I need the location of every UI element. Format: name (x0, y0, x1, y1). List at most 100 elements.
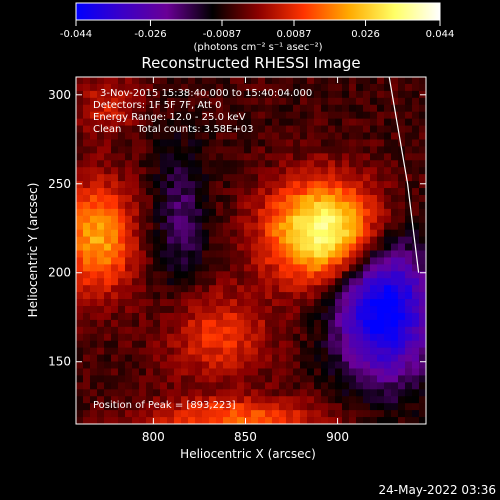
heatmap-cell (370, 299, 378, 307)
heatmap-cell (293, 306, 301, 314)
heatmap-cell (188, 375, 196, 383)
heatmap-cell (307, 243, 315, 251)
heatmap-cell (419, 243, 426, 251)
heatmap-cell (97, 77, 105, 85)
heatmap-cell (300, 264, 308, 272)
heatmap-cell (363, 306, 371, 314)
heatmap-cell (370, 340, 378, 348)
heatmap-cell (349, 410, 357, 418)
heatmap-cell (363, 347, 371, 355)
heatmap-cell (118, 299, 126, 307)
heatmap-cell (125, 90, 133, 99)
heatmap-cell (272, 215, 280, 224)
heatmap-cell (356, 188, 364, 196)
heatmap-cell (153, 215, 161, 224)
heatmap-cell (342, 208, 350, 217)
heatmap-cell (237, 90, 245, 99)
heatmap-cell (237, 340, 245, 348)
heatmap-cell (328, 146, 336, 154)
heatmap-cell (272, 125, 280, 133)
heatmap-cell (97, 285, 105, 293)
heatmap-cell (202, 278, 210, 286)
heatmap-cell (97, 354, 105, 362)
heatmap-cell (293, 83, 301, 92)
heatmap-cell (181, 312, 189, 321)
heatmap-cell (202, 229, 210, 237)
heatmap-cell (272, 160, 280, 168)
heatmap-cell (412, 285, 420, 293)
heatmap-cell (132, 125, 140, 133)
heatmap-cell (230, 236, 238, 244)
heatmap-cell (97, 181, 105, 189)
heatmap-cell (251, 278, 259, 286)
heatmap-cell (188, 181, 196, 189)
heatmap-cell (405, 312, 413, 321)
heatmap-cell (76, 319, 84, 328)
heatmap-cell (342, 77, 350, 85)
heatmap-cell (153, 174, 161, 182)
heatmap-cell (125, 97, 133, 106)
heatmap-cell (286, 167, 294, 175)
heatmap-cell (118, 278, 126, 286)
heatmap-cell (223, 201, 231, 210)
heatmap-cell (237, 104, 245, 112)
heatmap-cell (377, 278, 385, 286)
heatmap-cell (272, 139, 280, 147)
heatmap-cell (328, 250, 336, 258)
heatmap-cell (111, 396, 119, 404)
heatmap-cell (363, 375, 371, 383)
heatmap-cell (76, 340, 84, 348)
heatmap-cell (258, 264, 266, 272)
heatmap-cell (342, 104, 350, 112)
heatmap-cell (174, 326, 182, 335)
heatmap-cell (300, 326, 308, 335)
heatmap-cell (160, 410, 168, 418)
heatmap-cell (384, 90, 392, 99)
heatmap-cell (328, 403, 336, 411)
heatmap-cell (237, 278, 245, 286)
heatmap-cell (342, 229, 350, 237)
heatmap-cell (90, 146, 98, 154)
heatmap-cell (363, 167, 371, 175)
heatmap-cell (97, 396, 105, 404)
heatmap-cell (167, 153, 175, 161)
heatmap-cell (181, 83, 189, 92)
heatmap-cell (300, 417, 308, 424)
heatmap-cell (167, 361, 175, 369)
heatmap-cell (97, 167, 105, 175)
heatmap-cell (174, 215, 182, 224)
heatmap-cell (244, 125, 252, 133)
heatmap-cell (272, 354, 280, 362)
heatmap-cell (300, 139, 308, 147)
heatmap-cell (188, 264, 196, 272)
heatmap-cell (97, 368, 105, 376)
heatmap-cell (293, 90, 301, 99)
heatmap-cell (146, 146, 154, 154)
heatmap-cell (83, 299, 91, 307)
heatmap-cell (118, 306, 126, 314)
heatmap-cell (377, 188, 385, 196)
heatmap-cell (90, 243, 98, 251)
heatmap-cell (188, 326, 196, 335)
heatmap-cell (230, 83, 238, 92)
heatmap-cell (97, 132, 105, 140)
heatmap-cell (265, 104, 273, 112)
heatmap-cell (328, 306, 336, 314)
heatmap-cell (251, 250, 259, 258)
heatmap-cell (398, 118, 406, 126)
heatmap-cell (104, 403, 112, 411)
heatmap-cell (342, 83, 350, 92)
heatmap-cell (153, 243, 161, 251)
heatmap-cell (342, 90, 350, 99)
heatmap-cell (286, 354, 294, 362)
heatmap-cell (118, 389, 126, 397)
heatmap-cell (188, 194, 196, 203)
heatmap-cell (384, 83, 392, 92)
heatmap-cell (118, 396, 126, 404)
heatmap-cell (146, 417, 154, 424)
heatmap-cell (391, 375, 399, 383)
heatmap-cell (342, 271, 350, 279)
heatmap-cell (223, 326, 231, 335)
heatmap-cell (370, 306, 378, 314)
heatmap-cell (216, 118, 224, 126)
